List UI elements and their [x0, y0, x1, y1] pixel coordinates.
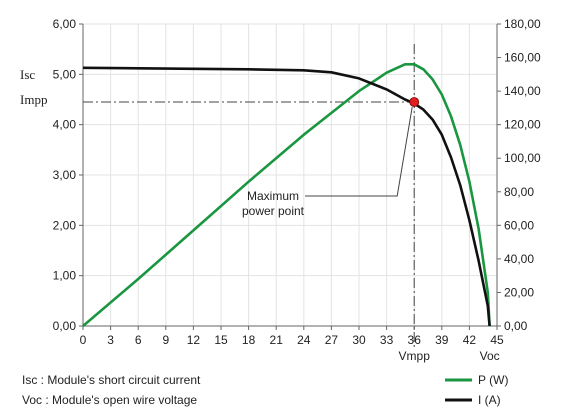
left-tick-label: 0,00: [53, 319, 77, 333]
annotations: Isc Impp Vmpp Voc Maximum power point Is…: [20, 67, 500, 407]
bottom-tick-label: 0: [80, 333, 87, 347]
isc-label: Isc: [20, 67, 35, 82]
right-tick-label: 40,00: [504, 252, 534, 266]
legend-label-current: I (A): [478, 393, 501, 407]
grid: [82, 23, 498, 327]
bottom-tick-label: 39: [435, 333, 449, 347]
bottom-tick-label: 45: [490, 333, 504, 347]
mpp-label-line2: power point: [242, 204, 305, 218]
impp-label: Impp: [20, 92, 47, 107]
right-axis-ticks: 0,00 20,00 40,00 60,00 80,00 100,00 120,00 140,…: [497, 17, 541, 333]
left-tick-label: 5,00: [53, 67, 77, 81]
left-tick-label: 2,00: [53, 218, 77, 232]
power-curve: [82, 63, 491, 327]
left-tick-label: 3,00: [53, 168, 77, 182]
bottom-tick-label: 15: [214, 333, 228, 347]
legend: P (W) I (A): [445, 373, 508, 407]
right-tick-label: 120,00: [504, 118, 541, 132]
note-voc: Voc : Module's open wire voltage: [22, 393, 197, 407]
right-tick-label: 140,00: [504, 84, 541, 98]
bottom-tick-label: 33: [380, 333, 394, 347]
mpp-marker: [409, 97, 420, 107]
bottom-tick-label: 3: [107, 333, 114, 347]
right-tick-label: 0,00: [504, 319, 528, 333]
bottom-tick-label: 6: [135, 333, 142, 347]
right-tick-label: 60,00: [504, 218, 534, 232]
right-tick-label: 180,00: [504, 17, 541, 31]
bottom-tick-label: 21: [270, 333, 284, 347]
bottom-tick-label: 12: [187, 333, 201, 347]
left-tick-label: 1,00: [53, 269, 77, 283]
right-tick-label: 80,00: [504, 185, 534, 199]
vmpp-label: Vmpp: [399, 349, 431, 363]
left-axis-ticks: 0,00 1,00 2,00 3,00 4,00 5,00 6,00: [53, 17, 83, 333]
bottom-axis-ticks: 0 3 6 9 12 15 18 21 24 27 30 33 36 39 42 45: [80, 326, 504, 347]
note-isc: Isc : Module's short circuit current: [22, 373, 201, 387]
left-tick-label: 6,00: [53, 17, 77, 31]
bottom-tick-label: 9: [162, 333, 169, 347]
right-tick-label: 100,00: [504, 151, 541, 165]
right-tick-label: 160,00: [504, 51, 541, 65]
reference-lines: [83, 44, 415, 350]
bottom-tick-label: 42: [463, 333, 477, 347]
legend-label-power: P (W): [478, 373, 508, 387]
mpp-leader-line: [305, 106, 413, 197]
bottom-tick-label: 30: [352, 333, 366, 347]
left-tick-label: 4,00: [53, 118, 77, 132]
right-tick-label: 20,00: [504, 285, 534, 299]
markers: [409, 97, 420, 107]
bottom-tick-label: 18: [242, 333, 256, 347]
bottom-tick-label: 27: [325, 333, 339, 347]
voc-label: Voc: [480, 349, 500, 363]
mpp-label-line1: Maximum: [247, 189, 299, 203]
bottom-tick-label: 24: [297, 333, 311, 347]
